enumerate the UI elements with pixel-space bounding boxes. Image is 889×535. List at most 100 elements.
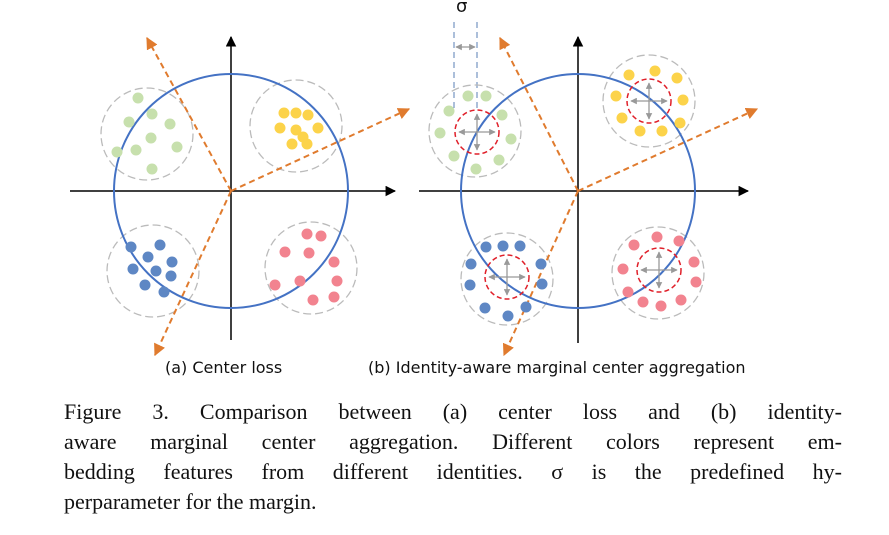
caption-line: aware marginal center aggregation. Diffe… xyxy=(64,429,842,454)
panel-a xyxy=(70,35,411,357)
point xyxy=(535,258,547,270)
point xyxy=(622,286,634,298)
point xyxy=(328,256,340,268)
point xyxy=(520,301,532,313)
panel-a-cluster-yellow-outline xyxy=(249,79,343,173)
panel-b-margin-circle-red xyxy=(636,247,682,293)
point xyxy=(616,112,628,124)
point xyxy=(690,276,702,288)
sigma-label: σ xyxy=(456,0,468,17)
point xyxy=(536,278,548,290)
point xyxy=(331,275,343,287)
panel-b xyxy=(419,22,759,357)
point xyxy=(497,240,509,252)
panel-b-margin-circle-yellow xyxy=(626,78,672,124)
point xyxy=(675,294,687,306)
point xyxy=(617,263,629,275)
point xyxy=(434,127,446,139)
panel-a-cluster-blue-outline xyxy=(106,224,200,318)
point xyxy=(286,138,298,150)
panel-b-label: (b) Identity-aware marginal center aggre… xyxy=(368,358,746,377)
point xyxy=(301,228,313,240)
point xyxy=(146,108,158,120)
point xyxy=(628,239,640,251)
point xyxy=(125,241,137,253)
panel-b-points-yellow xyxy=(610,65,689,137)
point xyxy=(290,107,302,119)
panel-a-direction-arrow-green xyxy=(146,36,232,192)
point xyxy=(312,122,324,134)
caption-line: perparameter for the margin. xyxy=(64,489,317,514)
point xyxy=(158,286,170,298)
point xyxy=(290,124,302,136)
panel-a-points-blue xyxy=(125,239,178,298)
caption-line: bedding features from different identiti… xyxy=(64,459,842,484)
point xyxy=(171,141,183,153)
point xyxy=(307,294,319,306)
point xyxy=(677,94,689,106)
point xyxy=(132,92,144,104)
point xyxy=(123,116,135,128)
panel-a-unit-circle xyxy=(113,73,349,309)
point xyxy=(139,279,151,291)
point xyxy=(269,279,281,291)
point xyxy=(651,231,663,243)
caption-line: Figure 3. Comparison between (a) center … xyxy=(64,399,842,424)
point xyxy=(464,279,476,291)
panel-b-cluster-blue-outline xyxy=(460,232,554,326)
point xyxy=(142,251,154,263)
point xyxy=(656,125,668,137)
point xyxy=(130,144,142,156)
point xyxy=(164,118,176,130)
point xyxy=(294,275,306,287)
point xyxy=(671,72,683,84)
point xyxy=(448,150,460,162)
point xyxy=(154,239,166,251)
point xyxy=(688,256,700,268)
point xyxy=(496,109,508,121)
point xyxy=(505,133,517,145)
panel-b-points-blue xyxy=(464,240,548,322)
panel-b-cluster-green-outline xyxy=(428,84,522,178)
point xyxy=(637,296,649,308)
point xyxy=(328,291,340,303)
panel-a-label: (a) Center loss xyxy=(165,358,283,377)
point xyxy=(634,125,646,137)
panel-a-direction-arrow-yellow xyxy=(230,108,411,192)
point xyxy=(145,132,157,144)
point xyxy=(279,246,291,258)
point xyxy=(302,109,314,121)
panel-b-inner-arrows xyxy=(458,82,678,296)
point xyxy=(649,65,661,77)
point xyxy=(443,105,455,117)
panel-b-points-green xyxy=(434,90,517,175)
point xyxy=(480,241,492,253)
panel-b-direction-arrow-yellow xyxy=(577,108,759,192)
point xyxy=(462,90,474,102)
point xyxy=(493,154,505,166)
point xyxy=(502,310,514,322)
panel-a-points-yellow xyxy=(274,107,324,150)
point xyxy=(301,138,313,150)
point xyxy=(315,230,327,242)
point xyxy=(150,265,162,277)
point xyxy=(623,69,635,81)
panel-a-points-green xyxy=(111,92,183,175)
point xyxy=(127,263,139,275)
point xyxy=(610,90,622,102)
point xyxy=(480,90,492,102)
panel-b-cluster-yellow-outline xyxy=(602,54,696,148)
panel-a-cluster-green-outline xyxy=(100,87,194,181)
point xyxy=(274,122,286,134)
point xyxy=(470,163,482,175)
point xyxy=(111,146,123,158)
point xyxy=(165,270,177,282)
point xyxy=(673,235,685,247)
point xyxy=(303,247,315,259)
point xyxy=(655,300,667,312)
figure-caption: Figure 3. Comparison between (a) center … xyxy=(64,397,842,517)
point xyxy=(166,256,178,268)
point xyxy=(465,258,477,270)
point xyxy=(479,302,491,314)
